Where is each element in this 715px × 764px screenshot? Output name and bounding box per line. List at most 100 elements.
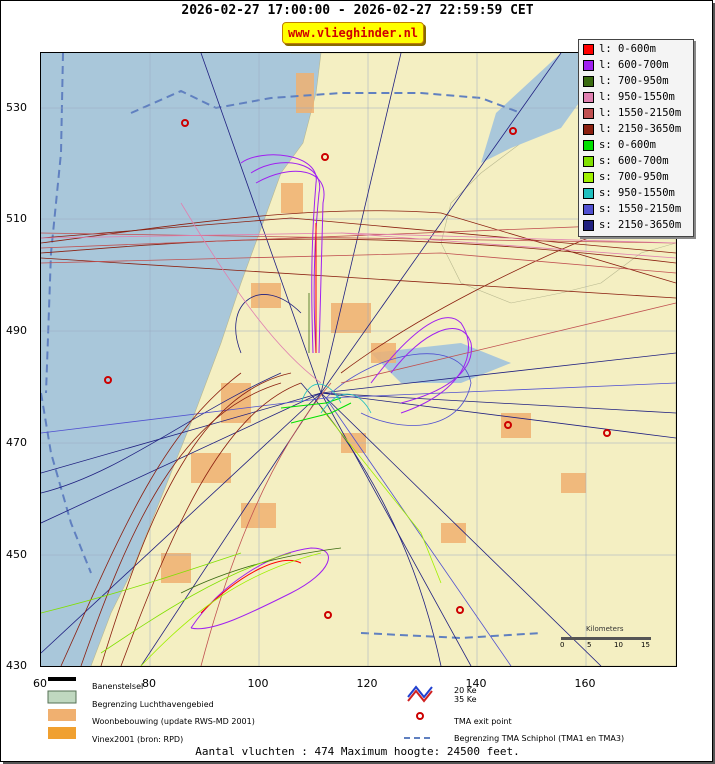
grid-lines	[41, 53, 676, 666]
x-tick-label: 80	[142, 677, 156, 690]
tma-exit-points	[104, 119, 611, 619]
tma-exit-label: TMA exit point	[454, 717, 512, 726]
tracks-s-0-600	[280, 397, 352, 424]
y-tick-label: 450	[6, 548, 27, 561]
tma-exit-point	[181, 119, 189, 127]
legend-swatch	[583, 107, 594, 119]
legend-item: s: 600-700m	[583, 154, 669, 168]
legend-item: s: 1550-2150m	[583, 202, 681, 216]
legend-item: l: 2150-3650m	[583, 122, 681, 136]
tracks-s-700-950	[140, 407, 442, 666]
legend-label: l: 700-950m	[599, 75, 669, 87]
y-tick-label: 510	[6, 212, 27, 225]
scale-label: 10	[614, 641, 623, 649]
tma-exit-point	[324, 611, 332, 619]
legend-label: s: 0-600m	[599, 139, 656, 151]
contour-20ke-icon	[407, 685, 433, 699]
tma-exit-icon	[416, 712, 424, 720]
legend-swatch	[583, 187, 594, 199]
tracks-s-1550-2150	[41, 353, 676, 666]
legend-swatch	[583, 203, 594, 215]
legend-label: l: 1550-2150m	[599, 107, 682, 119]
map-legend-symbols	[47, 677, 434, 739]
tma-boundary	[41, 53, 542, 640]
scale-label: 0	[560, 641, 564, 649]
tracks-l-1550-2150	[41, 222, 676, 666]
legend-swatch	[583, 59, 594, 71]
time-range-title: 2026-02-27 17:00:00 - 2026-02-27 22:59:5…	[181, 3, 534, 18]
urban-areas	[161, 73, 586, 583]
map-svg: Kilometers 0 5 10 15	[41, 53, 676, 666]
legend-label: l: 2150-3650m	[599, 123, 682, 135]
legend-item: l: 700-950m	[583, 74, 669, 88]
tma-exit-point	[456, 606, 464, 614]
housing-label: Woonbebouwing (update RWS-MD 2001)	[92, 717, 255, 726]
tma-exit-point	[603, 429, 611, 437]
legend-label: l: 600-700m	[599, 59, 669, 71]
ke35-label: 35 Ke	[454, 695, 477, 704]
housing-symbol	[48, 709, 76, 721]
tma-exit-point	[504, 421, 512, 429]
legend-item: s: 950-1550m	[583, 186, 675, 200]
x-tick-label: 120	[356, 677, 378, 690]
x-tick-label: 60	[33, 677, 47, 690]
legend-swatch	[583, 91, 594, 103]
legend-label: l: 0-600m	[599, 43, 656, 55]
legend-item: l: 600-700m	[583, 58, 669, 72]
airport-limit-label: Begrenzing Luchthavengebied	[92, 700, 214, 709]
scale-bar: Kilometers 0 5 10 15	[560, 625, 651, 649]
legend-label: s: 600-700m	[599, 155, 669, 167]
y-tick-label: 490	[6, 324, 27, 337]
map-legend: Banenstelsel Begrenzing Luchthavengebied…	[42, 669, 672, 745]
water-body	[371, 343, 511, 383]
legend-swatch	[583, 171, 594, 183]
contour-35ke-icon	[407, 689, 433, 703]
ke20-label: 20 Ke	[454, 686, 477, 695]
tma-exit-point	[509, 127, 517, 135]
legend-item: s: 700-950m	[583, 170, 669, 184]
legend-swatch	[583, 75, 594, 87]
y-tick-label: 530	[6, 101, 27, 114]
runway-symbol	[48, 677, 76, 681]
tracks-s-600-700	[41, 552, 292, 654]
scale-bar-title: Kilometers	[586, 625, 624, 633]
vinex-label: Vinex2001 (bron: RPD)	[92, 735, 184, 744]
legend-item: s: 2150-3650m	[583, 218, 681, 232]
scale-label: 5	[587, 641, 591, 649]
flight-summary: Aantal vluchten : 474 Maximum hoogte: 24…	[195, 745, 520, 758]
flight-track-map: Kilometers 0 5 10 15	[40, 52, 677, 667]
legend-swatch	[583, 123, 594, 135]
tma-exit-point	[321, 153, 329, 161]
legend-label: l: 950-1550m	[599, 91, 675, 103]
legend-item: l: 1550-2150m	[583, 106, 681, 120]
altitude-legend: l: 0-600m l: 600-700m l: 700-950m l: 950…	[578, 39, 694, 237]
site-badge[interactable]: www.vlieghinder.nl	[282, 22, 424, 44]
tma-exit-point	[104, 376, 112, 384]
legend-swatch	[583, 43, 594, 55]
legend-label: s: 2150-3650m	[599, 219, 682, 231]
legend-swatch	[583, 139, 594, 151]
legend-item: s: 0-600m	[583, 138, 656, 152]
runway-label: Banenstelsel	[92, 682, 144, 691]
x-tick-label: 100	[247, 677, 269, 690]
legend-item: l: 0-600m	[583, 42, 656, 56]
tracks-s-950-1550	[300, 383, 372, 414]
legend-swatch	[583, 155, 594, 167]
legend-label: s: 950-1550m	[599, 187, 675, 199]
legend-label: s: 700-950m	[599, 171, 669, 183]
x-tick-label: 140	[465, 677, 487, 690]
flight-tracks	[41, 53, 676, 666]
vinex-symbol	[48, 727, 76, 739]
y-tick-label: 470	[6, 436, 27, 449]
scale-label: 15	[641, 641, 650, 649]
legend-label: s: 1550-2150m	[599, 203, 682, 215]
tracks-l-950-1550	[41, 202, 676, 384]
tracks-l-700-950	[180, 293, 342, 594]
x-tick-label: 160	[574, 677, 596, 690]
tracks-l-600-700	[190, 154, 472, 630]
y-tick-label: 430	[6, 659, 27, 672]
tma-limit-label: Begrenzing TMA Schiphol (TMA1 en TMA3)	[454, 734, 625, 743]
legend-swatch	[583, 219, 594, 231]
legend-item: l: 950-1550m	[583, 90, 675, 104]
airport-limit-symbol	[47, 690, 77, 704]
